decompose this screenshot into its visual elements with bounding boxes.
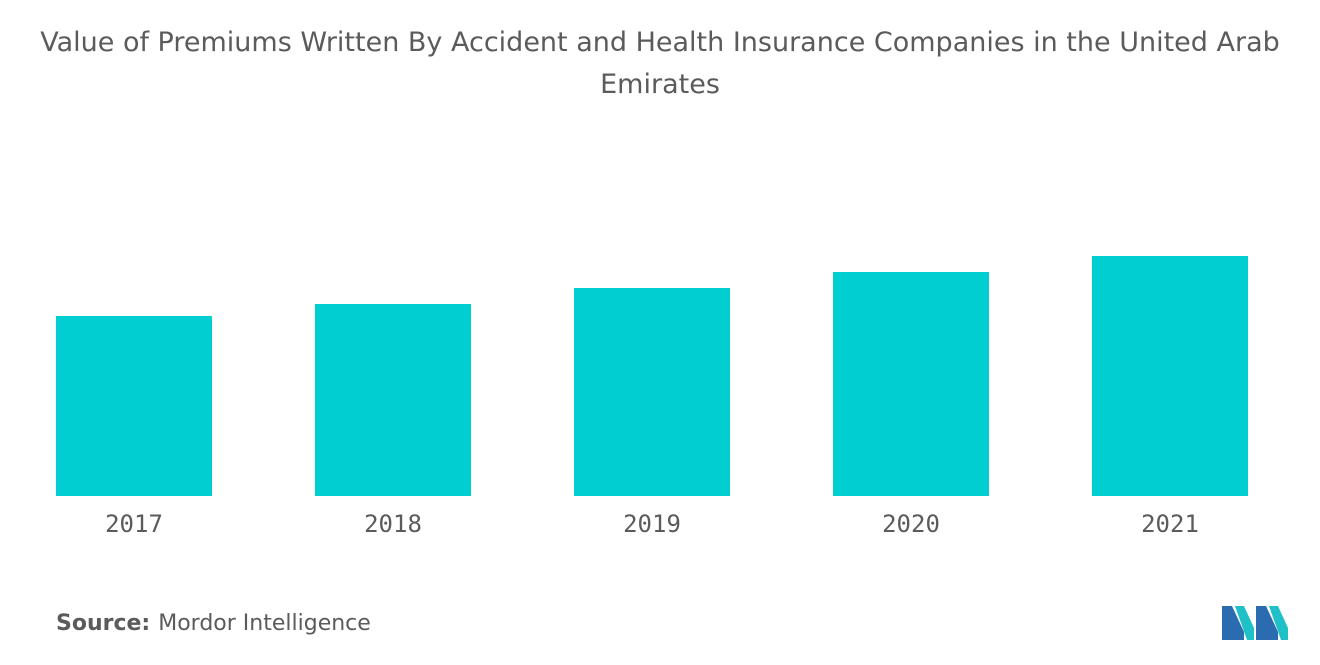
x-tick-label-2018: 2018 xyxy=(364,510,422,538)
x-tick-label-2020: 2020 xyxy=(882,510,940,538)
bar-2020 xyxy=(833,272,989,496)
bar-2017 xyxy=(56,316,212,496)
chart-area: 2017 2018 2019 2020 2021 xyxy=(56,256,1248,538)
x-tick-label-2021: 2021 xyxy=(1141,510,1199,538)
source-label: Source: xyxy=(56,611,151,636)
bar-2019 xyxy=(574,288,730,496)
x-tick-label-2017: 2017 xyxy=(105,510,163,538)
bar-chart: 2017 2018 2019 2020 2021 xyxy=(56,256,1248,538)
x-tick-label-2019: 2019 xyxy=(623,510,681,538)
bar-2021 xyxy=(1092,256,1248,496)
bar-2018 xyxy=(315,304,471,496)
mordor-intelligence-logo-icon xyxy=(1222,606,1288,640)
chart-title: Value of Premiums Written By Accident an… xyxy=(40,27,1280,100)
source-line: Source: Mordor Intelligence xyxy=(56,611,371,636)
source-value: Mordor Intelligence xyxy=(158,611,371,636)
